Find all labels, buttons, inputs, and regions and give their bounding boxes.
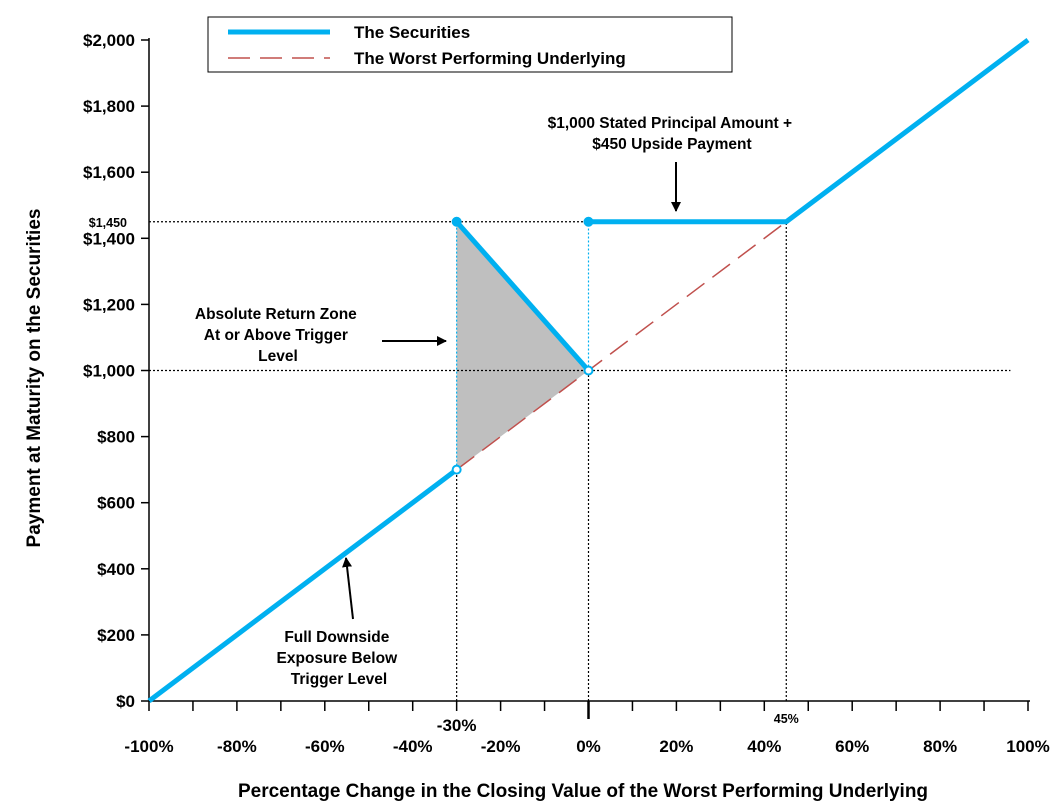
legend-label-securities: The Securities — [354, 23, 470, 42]
legend-label-underlying: The Worst Performing Underlying — [354, 49, 626, 68]
annotation-downside-line-2: Exposure Below — [277, 650, 399, 667]
annotation-upside-line-1: $1,000 Stated Principal Amount + — [548, 115, 793, 132]
y-tick-label: $1,000 — [83, 362, 135, 381]
annotation-zone: Absolute Return Zone At or Above Trigger… — [195, 306, 447, 365]
annotation-downside-line-1: Full Downside — [284, 629, 389, 646]
annotation-upside-line-2: $450 Upside Payment — [592, 136, 751, 153]
y-tick-label: $1,800 — [83, 97, 135, 116]
securities-line-segment-2 — [588, 38, 1030, 225]
data-point-marker — [451, 216, 462, 227]
x-tick-label: 60% — [835, 737, 869, 756]
x-tick-label: -40% — [393, 737, 433, 756]
x-tick-label: 20% — [659, 737, 693, 756]
annotation-upside: $1,000 Stated Principal Amount + $450 Up… — [548, 115, 797, 212]
y-tick-label: $1,400 — [83, 229, 135, 248]
underlying-line-segment-0 — [456, 221, 787, 471]
data-point-marker — [583, 216, 594, 227]
legend-box — [207, 16, 733, 73]
y-mark-label-1450: $1,450 — [89, 216, 127, 230]
svg-text:Absolute Return Zone At: Absolute Return Zone At or Above Trigger… — [195, 306, 361, 365]
y-tick-label: $800 — [97, 428, 135, 447]
svg-text:$1,000 Stated Principal Amount: $1,000 Stated Principal Amount + $450 Up… — [548, 115, 797, 153]
annotation-downside: Full Downside Exposure Below Trigger Lev… — [277, 557, 402, 688]
x-tick-label: 40% — [747, 737, 781, 756]
securities-line-segment-0 — [147, 467, 459, 703]
x-tick-label: 0% — [576, 737, 601, 756]
data-point-marker — [583, 365, 594, 376]
y-tick-label: $400 — [97, 560, 135, 579]
annotation-zone-line-3: Level — [258, 348, 298, 365]
y-tick-label: $2,000 — [83, 31, 135, 50]
x-axis-title: Percentage Change in the Closing Value o… — [238, 781, 928, 802]
return-zone-shading — [456, 221, 589, 470]
x-mark-label: 45% — [774, 712, 799, 726]
y-tick-label: $600 — [97, 494, 135, 513]
legend: The Securities The Worst Performing Unde… — [207, 16, 733, 73]
y-tick-label: $0 — [116, 692, 135, 711]
x-tick-label: 100% — [1006, 737, 1049, 756]
x-mark-label: -30% — [437, 716, 477, 735]
annotation-downside-arrow — [342, 557, 354, 620]
x-tick-label: -80% — [217, 737, 257, 756]
annotation-zone-line-1: Absolute Return Zone — [195, 306, 357, 323]
y-tick-label: $1,200 — [83, 295, 135, 314]
svg-text:Full Downside Exposure B: Full Downside Exposure Below Trigger Lev… — [277, 629, 402, 688]
y-tick-label: $1,600 — [83, 163, 135, 182]
x-tick-label: -20% — [481, 737, 521, 756]
y-axis-title: Payment at Maturity on the Securities — [24, 209, 45, 548]
annotation-zone-line-2: At or Above Trigger — [204, 327, 348, 344]
data-point-marker — [451, 464, 462, 475]
x-tick-label: -60% — [305, 737, 345, 756]
annotation-downside-line-3: Trigger Level — [291, 671, 387, 688]
x-tick-label: 80% — [923, 737, 957, 756]
securities-line-segment-1 — [454, 220, 591, 373]
x-tick-label: -100% — [124, 737, 173, 756]
y-tick-label: $200 — [97, 626, 135, 645]
